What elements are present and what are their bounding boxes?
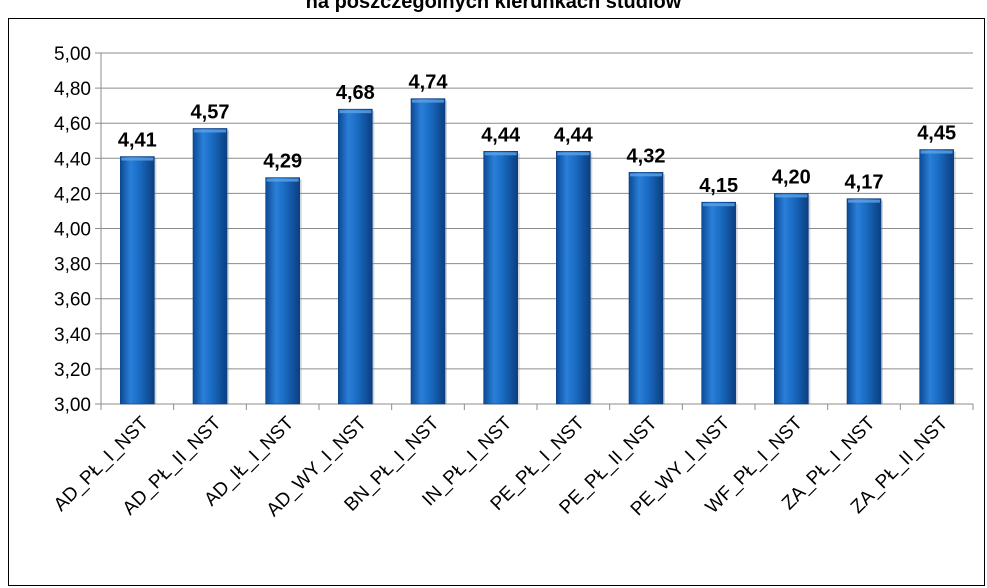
bar-body (483, 150, 518, 405)
bar-highlight (557, 152, 590, 156)
bar-body (919, 149, 954, 405)
data-label: 4,45 (917, 123, 956, 145)
y-tick-label: 3,60 (54, 290, 91, 311)
bar-highlight (484, 152, 517, 156)
data-label: 4,15 (699, 175, 738, 197)
bar-body (774, 193, 809, 405)
bar (192, 128, 229, 405)
data-label: 4,44 (554, 124, 594, 146)
bar-body (701, 201, 736, 405)
data-label: 4,41 (118, 130, 157, 152)
bars (120, 98, 956, 405)
data-label: 4,68 (336, 82, 375, 104)
grid-lines (101, 52, 973, 405)
bar-body (556, 150, 591, 405)
y-tick-label: 3,00 (54, 395, 91, 416)
bar-highlight (702, 203, 735, 207)
bar (628, 172, 665, 405)
bar-highlight (339, 110, 372, 114)
bar-highlight (920, 150, 953, 154)
bar (120, 156, 157, 405)
bar (774, 193, 811, 405)
y-tick-label: 3,40 (54, 325, 91, 346)
bar-chart: 3,00 3,20 3,40 3,60 3,80 4,00 4,20 4,40 4,60 4,80… (50, 44, 974, 521)
y-tick-label: 3,20 (54, 360, 91, 381)
data-label: 4,32 (627, 145, 666, 167)
bar (265, 177, 302, 405)
data-label: 4,74 (409, 72, 449, 94)
bar-highlight (266, 178, 299, 182)
y-tick-label: 4,80 (54, 79, 91, 100)
data-label: 4,29 (263, 151, 302, 173)
bar-highlight (412, 99, 444, 103)
data-label: 4,17 (845, 172, 884, 194)
bar-body (410, 98, 446, 405)
y-tick-label: 4,60 (54, 114, 91, 135)
bar (410, 98, 447, 405)
bar-highlight (194, 129, 226, 133)
bar-body (628, 172, 664, 405)
bar-highlight (630, 173, 662, 177)
bar (919, 149, 956, 405)
bar-highlight (848, 199, 880, 203)
bar (701, 201, 738, 405)
bar (338, 108, 375, 405)
bar (846, 198, 883, 405)
chart-area: 3,00 3,20 3,40 3,60 3,80 4,00 4,20 4,40 4,60 4,80… (8, 18, 985, 586)
y-tick-label: 4,20 (54, 184, 91, 205)
bar-body (265, 177, 300, 405)
axes: 3,00 3,20 3,40 3,60 3,80 4,00 4,20 4,40 4,60 4,80… (54, 44, 974, 416)
bar-body (846, 198, 882, 405)
data-label: 4,20 (772, 166, 811, 188)
bar-body (192, 128, 228, 405)
data-label: 4,57 (191, 101, 230, 123)
bar (483, 150, 520, 405)
y-tick-label: 5,00 (54, 44, 91, 65)
bar-highlight (121, 157, 154, 161)
y-tick-label: 4,40 (54, 149, 91, 170)
chart-title: na poszczególnych kierunkach studiów (305, 0, 682, 13)
y-tick-label: 3,80 (54, 255, 91, 276)
bar (556, 150, 593, 405)
bar-highlight (775, 194, 808, 198)
y-tick-label: 4,00 (54, 220, 91, 241)
bar-body (338, 108, 373, 405)
data-label: 4,44 (481, 124, 521, 146)
bar-body (120, 156, 155, 405)
